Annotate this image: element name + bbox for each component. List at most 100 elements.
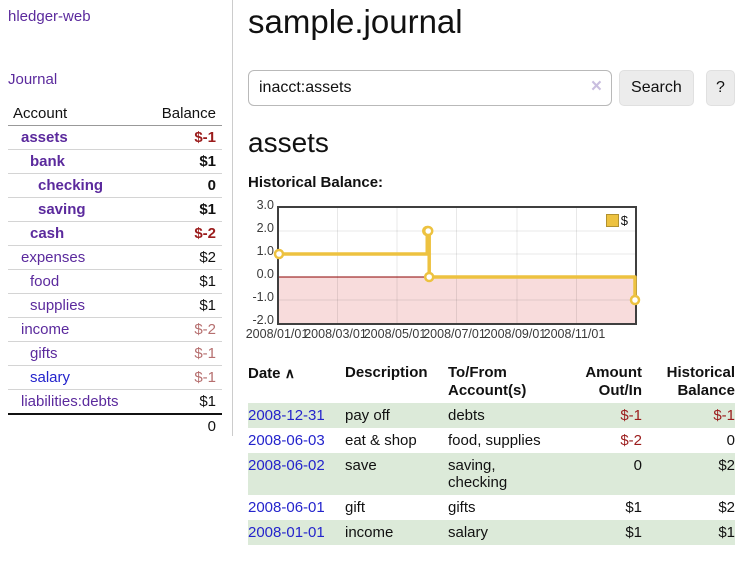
y-tick-label: 1.0 [256,244,274,258]
account-balance: $1 [199,273,216,290]
y-tick-label: -1.0 [252,290,274,304]
transaction-balance: $-1 [713,407,735,424]
account-balance: $-1 [194,345,216,362]
account-row: checking 0 [8,173,222,198]
y-tick-label: -2.0 [252,313,274,327]
account-balance: $1 [199,393,216,410]
sidebar: hledger-web Journal Account Balance asse… [0,0,233,436]
account-row: income $-2 [8,317,222,342]
account-row: gifts $-1 [8,341,222,366]
transaction-description: save [345,457,377,474]
transaction-date-link[interactable]: 2008-06-03 [248,432,325,449]
search-form: × Search ? [248,70,735,106]
account-link-liabilities-debts[interactable]: liabilities:debts [21,393,119,410]
transaction-description: eat & shop [345,432,417,449]
x-tick-label: 2008/11/01 [543,327,606,341]
transaction-accounts: salary [448,524,489,541]
transaction-accounts: food, supplies [448,432,541,449]
transaction-accounts: debts [448,407,485,424]
account-row: assets $-1 [8,125,222,150]
transaction-description: pay off [345,407,390,424]
account-balance: $-2 [194,321,216,338]
transaction-description: gift [345,499,366,516]
legend-label: $ [620,213,628,228]
search-input[interactable] [248,70,612,106]
transaction-balance: $2 [718,457,735,474]
historical-balance-chart: $ -2.0 -1.0 0.0 1.0 2.0 3.0 2008/01/01 2008/03/… [246,198,735,345]
register-row: 2008-06-01 gift gifts $1 $2 [248,495,735,520]
transaction-amount: $-2 [620,432,642,449]
account-balance: 0 [207,177,216,194]
account-link-cash[interactable]: cash [30,225,65,242]
search-help-button[interactable]: ? [705,70,735,106]
account-balance: $2 [199,249,216,266]
account-row: liabilities:debts $1 [8,389,222,414]
account-link-salary[interactable]: salary [30,369,71,386]
x-tick-label: 2008/09/01 [483,327,547,341]
account-link-gifts[interactable]: gifts [30,345,58,362]
account-link-saving[interactable]: saving [38,201,86,218]
sort-asc-icon: ∧ [284,365,295,381]
register-header-tofrom: To/From Account(s) [448,364,527,399]
account-heading: assets [248,127,329,158]
accounts-header-balance: Balance [161,105,216,122]
accounts-total-row: 0 [8,414,222,438]
account-balance: $1 [199,153,216,170]
chart-canvas [273,208,641,323]
y-tick-label: 0.0 [256,267,274,281]
transaction-accounts: gifts [448,499,476,516]
search-button[interactable]: Search [619,70,694,106]
transaction-date-link[interactable]: 2008-12-31 [248,407,325,424]
account-balance: $1 [199,201,216,218]
transaction-balance: $2 [718,499,735,516]
chart-title: Historical Balance: [248,174,384,191]
account-row: expenses $2 [8,245,222,270]
register-row: 2008-06-03 eat & shop food, supplies $-2… [248,428,735,453]
register-header-amount: Amount Out/In [585,364,642,399]
register-row: 2008-01-01 income salary $1 $1 [248,520,735,545]
register-header-date[interactable]: Date ∧ [248,365,295,382]
x-tick-label: 2008/05/01 [363,327,427,341]
accounts-table: Account Balance assets $-1 bank $1 check… [8,102,222,438]
account-row: supplies $1 [8,293,222,318]
account-balance: $1 [199,297,216,314]
account-link-supplies[interactable]: supplies [30,297,86,314]
account-link-assets[interactable]: assets [21,129,68,146]
transaction-amount: $-1 [620,407,642,424]
account-balance: $-1 [194,369,216,386]
account-link-income[interactable]: income [21,321,70,338]
transaction-balance: $1 [718,524,735,541]
register-header-row: Date ∧ Description To/From Account(s) Am… [248,361,735,403]
register-row: 2008-06-02 save saving, checking 0 $2 [248,453,735,495]
account-row: saving $1 [8,197,222,222]
account-row: bank $1 [8,149,222,174]
main-content: sample.journal × Search ? assets Histori… [246,0,735,545]
y-tick-label: 3.0 [256,198,274,212]
transaction-date-link[interactable]: 2008-01-01 [248,524,325,541]
register-table: Date ∧ Description To/From Account(s) Am… [248,361,735,545]
transaction-amount: $1 [625,524,642,541]
account-balance: $-1 [194,129,216,146]
account-link-food[interactable]: food [30,273,60,290]
register-row: 2008-12-31 pay off debts $-1 $-1 [248,403,735,428]
transaction-date-link[interactable]: 2008-06-02 [248,457,325,474]
transaction-accounts: saving, checking [448,457,508,491]
account-link-checking[interactable]: checking [38,177,104,194]
account-row: salary $-1 [8,365,222,390]
clear-search-icon[interactable]: × [590,76,602,97]
accounts-header-row: Account Balance [8,102,222,126]
account-link-bank[interactable]: bank [30,153,66,170]
chart-plot-area: $ [273,206,641,325]
account-row: food $1 [8,269,222,294]
legend-swatch-icon [605,214,619,227]
account-link-expenses[interactable]: expenses [21,249,86,266]
account-row: cash $-2 [8,221,222,246]
transaction-date-link[interactable]: 2008-06-01 [248,499,325,516]
sidebar-item-journal[interactable]: Journal [8,71,58,88]
y-tick-label: 2.0 [256,221,274,235]
register-header-description: Description [345,364,428,381]
x-tick-label: 2008/01/01 [245,327,309,341]
accounts-header-account: Account [13,105,68,122]
app-title-link[interactable]: hledger-web [8,8,91,25]
